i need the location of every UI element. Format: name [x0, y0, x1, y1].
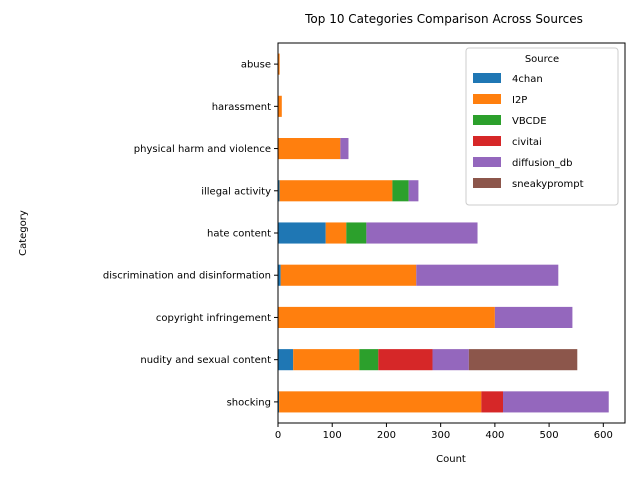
bar-diffusion-db-discrimination-and-disinformation [416, 264, 559, 286]
bar-diffusion-db-physical-harm-and-violence [340, 138, 349, 160]
y-tick-label-physical-harm-and-violence: physical harm and violence [134, 144, 271, 155]
x-tick-label: 200 [377, 430, 396, 441]
bar-i2p-physical-harm-and-violence [278, 138, 341, 160]
bar-vbcde-nudity-and-sexual-content [359, 349, 379, 371]
bar-4chan-discrimination-and-disinformation [278, 264, 281, 286]
bar-diffusion-db-illegal-activity [408, 180, 419, 202]
bar-diffusion-db-nudity-and-sexual-content [432, 349, 469, 371]
bar-4chan-illegal-activity [278, 180, 280, 202]
y-tick-label-illegal-activity: illegal activity [201, 186, 271, 197]
x-tick-label: 500 [540, 430, 559, 441]
bars-group [278, 53, 609, 413]
x-tick-label: 100 [323, 430, 342, 441]
bar-4chan-nudity-and-sexual-content [278, 349, 294, 371]
x-axis: 0 100 200 300 400 500 600 [275, 423, 613, 441]
bar-i2p-harassment [278, 95, 282, 117]
bar-4chan-hate-content [278, 222, 326, 244]
legend-swatch-diffusion-db [473, 157, 501, 167]
legend-swatch-sneakyprompt [473, 178, 501, 188]
y-tick-label-abuse: abuse [241, 60, 271, 71]
y-tick-label-copyright-infringement: copyright infringement [156, 313, 271, 324]
y-tick-label-harassment: harassment [212, 102, 271, 113]
x-tick-label: 0 [275, 430, 281, 441]
legend-swatch-4chan [473, 73, 501, 83]
y-tick-label-discrimination-and-disinformation: discrimination and disinformation [103, 271, 271, 282]
legend-label-diffusion-db: diffusion_db [512, 158, 573, 169]
bar-i2p-abuse [278, 53, 280, 75]
bar-sneakyprompt-nudity-and-sexual-content [468, 349, 578, 371]
bar-civitai-shocking [481, 391, 504, 413]
x-tick-label: 300 [431, 430, 450, 441]
legend-title: Source [525, 54, 559, 65]
legend-label-4chan: 4chan [512, 74, 543, 85]
legend-swatch-i2p [473, 94, 501, 104]
legend: Source 4chan I2P VBCDE civitai diffusion_dbs… [465, 47, 619, 206]
bar-i2p-hate-content [325, 222, 347, 244]
y-axis: abuse harassment physical harm and violenc… [103, 60, 278, 408]
legend-label-civitai: civitai [512, 137, 542, 148]
y-tick-label-nudity-and-sexual-content: nudity and sexual content [140, 355, 271, 366]
bar-4chan-shocking [278, 391, 280, 413]
bar-diffusion-db-shocking [503, 391, 609, 413]
x-tick-label: 600 [594, 430, 613, 441]
legend-box [465, 47, 619, 206]
bar-i2p-nudity-and-sexual-content [293, 349, 360, 371]
bar-diffusion-db-hate-content [366, 222, 478, 244]
bar-i2p-discrimination-and-disinformation [280, 264, 417, 286]
legend-label-sneakyprompt: sneakyprompt [512, 179, 584, 190]
bar-i2p-copyright-infringement [278, 306, 495, 328]
legend-swatch-vbcde [473, 115, 501, 125]
x-axis-label: Count [436, 454, 466, 465]
chart-title: Top 10 Categories Comparison Across Sour… [304, 12, 583, 26]
y-tick-label-hate-content: hate content [207, 229, 271, 240]
y-axis-label: Category [18, 210, 29, 256]
bar-i2p-shocking [279, 391, 482, 413]
legend-label-vbcde: VBCDE [512, 116, 547, 127]
bar-vbcde-hate-content [346, 222, 367, 244]
bar-vbcde-illegal-activity [392, 180, 409, 202]
legend-swatch-civitai [473, 136, 501, 146]
bar-diffusion-db-copyright-infringement [494, 306, 573, 328]
x-tick-label: 400 [485, 430, 504, 441]
bar-i2p-illegal-activity [279, 180, 393, 202]
legend-label-i2p: I2P [512, 95, 527, 106]
bar-civitai-nudity-and-sexual-content [378, 349, 433, 371]
y-tick-label-shocking: shocking [227, 397, 271, 408]
